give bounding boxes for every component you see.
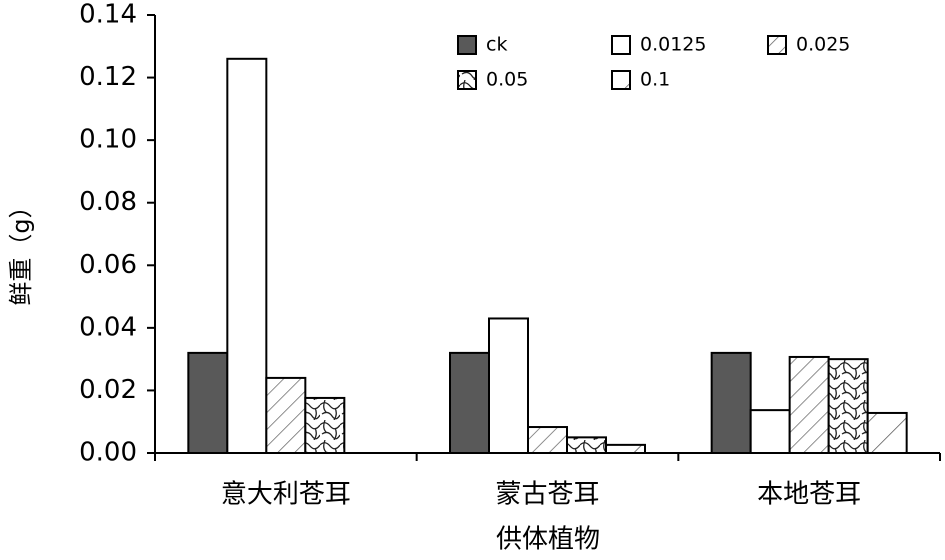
bar (866, 411, 908, 454)
bar (527, 426, 568, 455)
y-tick-label: 0.14 (79, 0, 137, 30)
legend-label: 0.0125 (640, 34, 706, 56)
y-tick-label: 0.12 (79, 62, 137, 92)
legend-swatch (457, 70, 477, 90)
legend-swatch (611, 70, 631, 90)
bar (788, 355, 830, 454)
bar (265, 376, 307, 454)
legend-label: 0.025 (796, 34, 850, 56)
y-tick-label: 0.02 (79, 375, 137, 405)
legend-swatch (767, 35, 787, 55)
x-tick-label: 意大利苍耳 (221, 480, 351, 510)
y-tick-label: 0.06 (79, 250, 137, 280)
bar (226, 57, 268, 455)
legend-label: ck (486, 34, 507, 56)
y-tick-label: 0.10 (79, 125, 137, 155)
bar (488, 317, 529, 454)
legend-label: 0.1 (640, 69, 670, 91)
x-tick-label: 本地苍耳 (757, 480, 861, 510)
bar (449, 351, 490, 454)
y-tick-label: 0.08 (79, 187, 137, 217)
x-tick-label: 蒙古苍耳 (495, 480, 599, 510)
bar (187, 351, 229, 454)
y-tick-label: 0.00 (79, 438, 137, 468)
y-axis-label: 鲜重（g） (7, 194, 35, 305)
bar (710, 351, 752, 454)
bar (566, 436, 607, 455)
y-tick-label: 0.04 (79, 312, 137, 342)
legend-swatch (457, 35, 477, 55)
legend-swatch (611, 35, 631, 55)
bar (749, 409, 791, 455)
bar (605, 443, 646, 455)
x-axis-label: 供体植物 (496, 525, 600, 555)
bar (304, 396, 346, 454)
bar (827, 358, 869, 454)
legend-label: 0.05 (486, 69, 528, 91)
